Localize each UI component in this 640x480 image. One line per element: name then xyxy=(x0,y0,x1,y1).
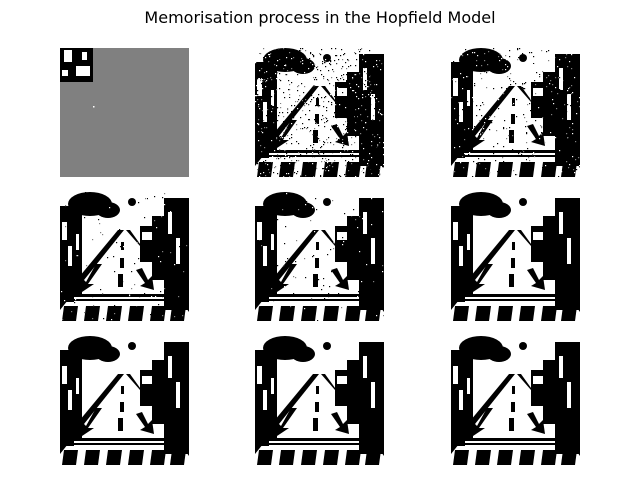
memory-panel-4 xyxy=(60,192,189,321)
hopfield-state-image-7 xyxy=(60,336,189,465)
hopfield-state-image-2 xyxy=(255,48,384,177)
hopfield-state-image-1 xyxy=(60,48,189,177)
memory-panel-7 xyxy=(60,336,189,465)
memory-panel-9 xyxy=(451,336,580,465)
hopfield-state-image-8 xyxy=(255,336,384,465)
memory-panel-5 xyxy=(255,192,384,321)
memory-panel-1 xyxy=(60,48,189,177)
memory-panel-2 xyxy=(255,48,384,177)
hopfield-state-image-5 xyxy=(255,192,384,321)
memory-panel-6 xyxy=(451,192,580,321)
hopfield-state-image-3 xyxy=(451,48,580,177)
hopfield-state-image-6 xyxy=(451,192,580,321)
memory-panel-8 xyxy=(255,336,384,465)
memory-panel-3 xyxy=(451,48,580,177)
hopfield-state-image-4 xyxy=(60,192,189,321)
hopfield-state-image-9 xyxy=(451,336,580,465)
